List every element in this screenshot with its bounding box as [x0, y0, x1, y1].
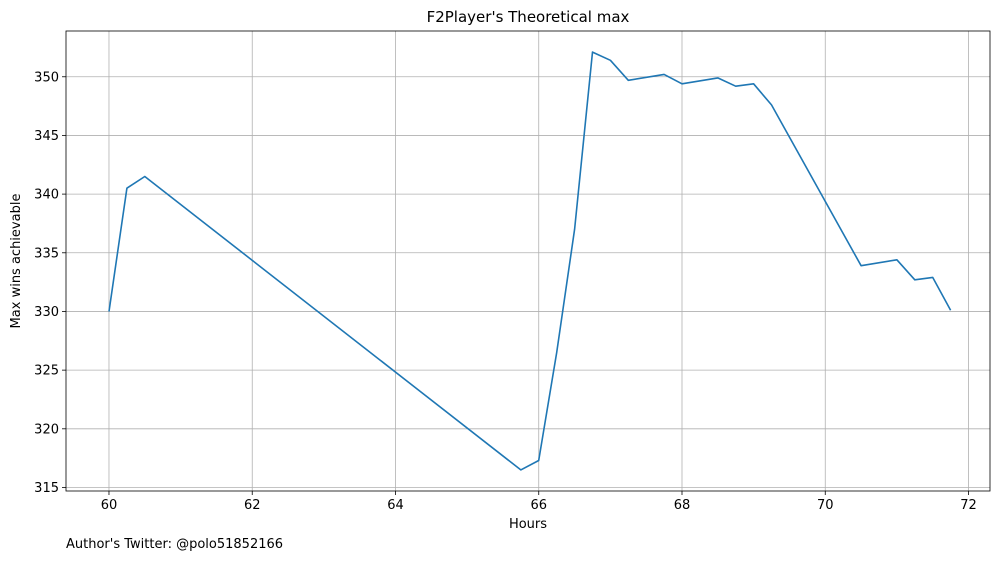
author-footnote: Author's Twitter: @polo51852166 [66, 537, 284, 552]
x-tick-label: 64 [387, 498, 404, 513]
y-tick-label: 335 [34, 246, 59, 261]
x-tick-label: 66 [530, 498, 547, 513]
y-tick-label: 315 [34, 481, 59, 496]
y-tick-label: 350 [34, 70, 59, 85]
y-tick-label: 330 [34, 305, 59, 320]
x-axis: 60 62 64 66 68 70 72 [101, 491, 977, 513]
grid [66, 31, 990, 491]
x-tick-label: 68 [674, 498, 691, 513]
y-axis-label: Max wins achievable [9, 194, 24, 329]
chart-title: F2Player's Theoretical max [427, 8, 630, 26]
y-tick-label: 340 [34, 188, 59, 203]
y-tick-label: 345 [34, 129, 59, 144]
x-tick-label: 70 [817, 498, 834, 513]
x-tick-label: 60 [101, 498, 118, 513]
y-axis: 315 320 325 330 335 340 345 350 [34, 70, 66, 496]
x-tick-label: 72 [960, 498, 977, 513]
y-tick-label: 325 [34, 364, 59, 379]
y-tick-label: 320 [34, 422, 59, 437]
x-tick-label: 62 [244, 498, 261, 513]
series-layer [108, 51, 952, 471]
series-line [108, 51, 952, 471]
plot-frame [65, 30, 991, 492]
x-axis-label: Hours [509, 517, 547, 532]
